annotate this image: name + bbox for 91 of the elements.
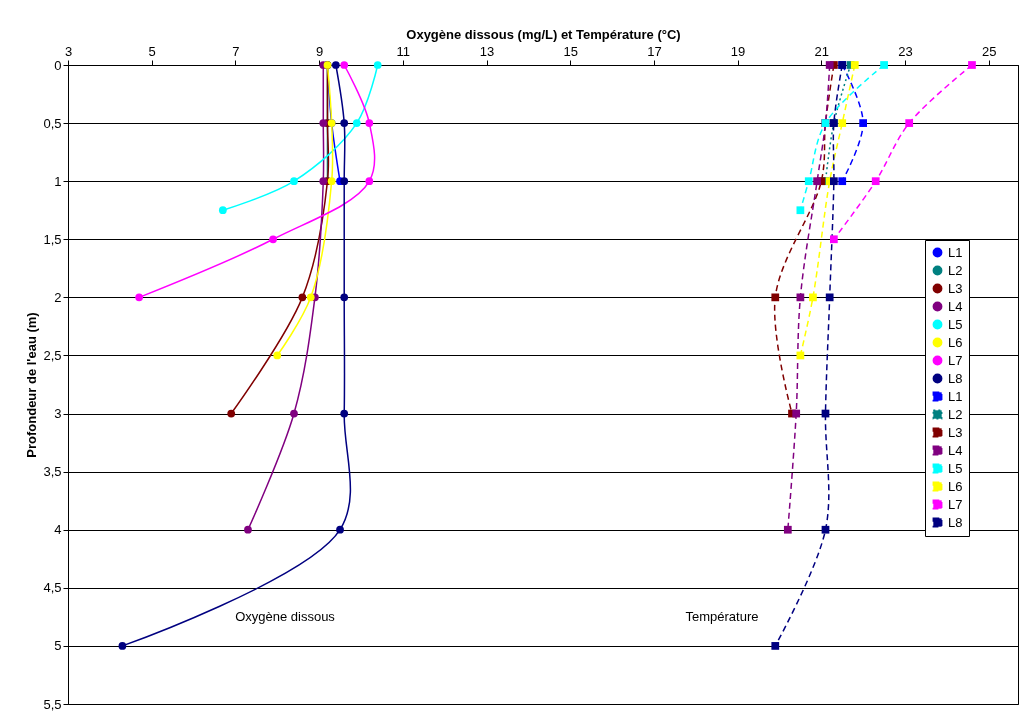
point	[218, 206, 227, 215]
point	[340, 409, 349, 418]
x-tick-label: 21	[814, 43, 830, 59]
point	[771, 293, 780, 302]
legend-label: L1	[948, 388, 963, 404]
x-axis-title: Oxygène dissous (mg/L) et Température (°C)	[406, 26, 681, 42]
point	[809, 293, 817, 302]
point	[327, 177, 336, 186]
y-tick-label: 2	[54, 289, 62, 305]
legend-label: L6	[948, 478, 963, 494]
x-tick-label: 19	[730, 43, 746, 59]
point	[838, 177, 847, 186]
annotation: Oxygène dissous	[235, 609, 336, 624]
point	[821, 525, 830, 534]
point	[290, 409, 298, 418]
x-tick-label: 25	[981, 43, 997, 59]
legend-label: L7	[948, 496, 963, 512]
legend-label: L4	[948, 442, 963, 458]
legend-label: L2	[948, 406, 963, 422]
y-tick-label: 3	[54, 406, 62, 422]
x-tick-label: 17	[647, 43, 662, 59]
point	[331, 61, 340, 69]
point	[273, 351, 282, 360]
y-tick-label: 4	[54, 522, 62, 538]
point	[850, 61, 859, 69]
point	[859, 119, 868, 127]
legend-label: L5	[948, 316, 963, 332]
y-tick-label: 2,5	[43, 347, 62, 363]
y-tick-label: 0,5	[43, 115, 62, 131]
point	[829, 235, 838, 244]
point	[804, 177, 813, 186]
y-tick-label: 5	[54, 638, 62, 654]
legend-label: L3	[948, 424, 963, 440]
y-tick-label: 3,5	[43, 464, 62, 480]
point	[269, 235, 277, 244]
point	[244, 525, 252, 534]
point	[771, 642, 780, 650]
legend-label: L4	[948, 298, 963, 314]
x-tick-label: 5	[148, 43, 156, 59]
point	[227, 409, 236, 418]
point	[340, 61, 349, 69]
point	[340, 119, 349, 127]
legend-label: L5	[948, 460, 963, 476]
point	[135, 293, 144, 302]
y-tick-label: 4,5	[43, 580, 62, 596]
point	[290, 177, 298, 186]
point	[825, 61, 834, 69]
point	[373, 61, 382, 69]
point	[813, 177, 821, 186]
x-tick-label: 15	[563, 43, 578, 59]
point	[319, 177, 328, 186]
x-tick-label: 13	[479, 43, 495, 59]
y-axis-title: Profondeur de l'eau (m)	[24, 312, 40, 458]
legend-label: L1	[948, 244, 963, 260]
point	[352, 119, 361, 127]
point	[319, 119, 328, 127]
y-tick-label: 1,5	[43, 231, 62, 247]
annotation: Température	[685, 609, 759, 624]
point	[825, 293, 834, 302]
point	[792, 409, 801, 418]
y-tick-label: 5,5	[43, 696, 62, 711]
point	[796, 293, 805, 302]
legend-label: L2	[948, 262, 963, 278]
legend-label: L6	[948, 334, 963, 350]
point	[968, 61, 976, 69]
y-tick-label: 1	[54, 173, 62, 189]
point	[336, 525, 344, 534]
legend-label: L7	[948, 352, 963, 368]
point	[365, 177, 374, 186]
point	[298, 293, 307, 302]
point	[838, 119, 847, 127]
legend-label: L3	[948, 280, 963, 296]
point	[306, 293, 315, 302]
x-tick-label: 7	[232, 43, 240, 59]
point	[783, 525, 792, 534]
point	[905, 119, 914, 127]
x-tick-label: 3	[64, 43, 73, 59]
point	[340, 177, 349, 186]
y-tick-label: 0	[54, 57, 62, 73]
legend-label: L8	[948, 370, 963, 386]
point	[871, 177, 880, 186]
x-tick-label: 9	[315, 43, 324, 59]
x-tick-label: 23	[898, 43, 913, 59]
point	[340, 293, 349, 302]
point	[118, 642, 127, 650]
point	[796, 206, 805, 215]
legend-label: L8	[948, 514, 963, 530]
point	[365, 119, 374, 127]
x-tick-label: 11	[396, 43, 411, 59]
point	[829, 177, 838, 186]
point	[880, 61, 888, 69]
